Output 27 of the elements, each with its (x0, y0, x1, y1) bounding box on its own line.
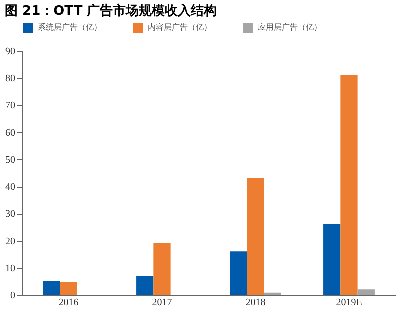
bar (154, 243, 171, 295)
bar (340, 75, 358, 295)
x-tick-label: 2018 (246, 298, 266, 308)
bar (358, 290, 375, 295)
chart-title: 图 21：OTT 广告市场规模收入结构 (5, 3, 218, 19)
y-tick-label: 20 (6, 236, 16, 248)
bar (247, 178, 264, 295)
y-tick-label: 70 (6, 100, 16, 112)
bar (324, 224, 341, 295)
y-tick-label: 50 (6, 154, 16, 166)
y-tick-label: 40 (6, 182, 16, 194)
legend-label: 内容层广告（亿） (148, 23, 212, 32)
legend-label: 系统层广告（亿） (38, 23, 102, 32)
y-tick-label: 30 (6, 209, 16, 220)
y-tick-label: 90 (6, 46, 16, 58)
bar (43, 281, 60, 295)
x-tick-label: 2017 (152, 298, 172, 308)
x-tick-label: 2016 (58, 298, 79, 308)
y-tick-label: 0 (10, 290, 16, 302)
y-tick-label: 10 (6, 263, 16, 274)
legend-label: 应用层广告（亿） (258, 23, 322, 32)
bar (230, 252, 248, 295)
y-tick-label: 60 (6, 128, 16, 139)
y-tick-label: 80 (6, 74, 16, 85)
bar (136, 276, 154, 295)
bar (60, 282, 78, 295)
x-tick-label: 2019E (336, 298, 362, 308)
